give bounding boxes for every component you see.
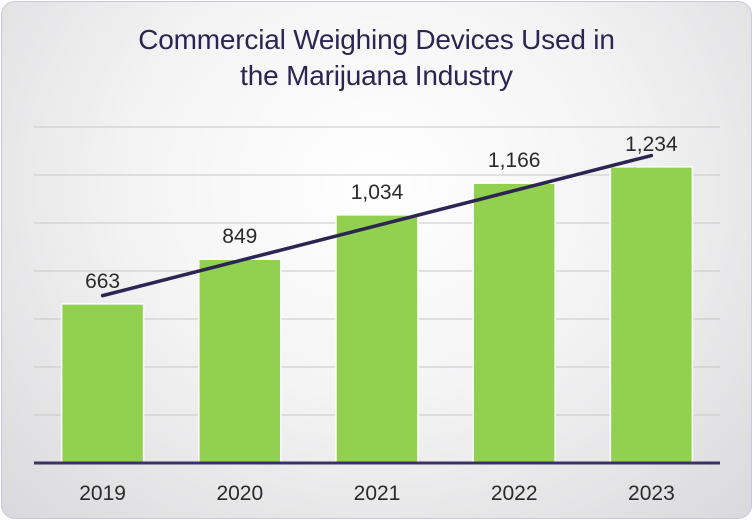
x-tick-label: 2022	[491, 482, 538, 505]
trendline	[100, 153, 654, 298]
chart-title-line-2: the Marijuana Industry	[240, 60, 513, 91]
bar	[609, 166, 694, 464]
x-tick-label: 2020	[216, 482, 263, 505]
bar	[198, 258, 282, 464]
data-label: 1,166	[488, 149, 541, 172]
x-tick-label: 2023	[628, 482, 675, 505]
bar	[60, 303, 145, 464]
data-label: 1,034	[351, 181, 404, 204]
bar	[335, 214, 419, 464]
data-label: 1,234	[625, 133, 678, 156]
x-tick-label: 2019	[79, 482, 126, 505]
data-label: 849	[222, 225, 257, 248]
bar	[472, 182, 556, 464]
data-label: 663	[85, 270, 120, 293]
chart-title: Commercial Weighing Devices Used in the …	[2, 22, 751, 94]
chart-title-line-1: Commercial Weighing Devices Used in	[138, 24, 615, 55]
x-tick-label: 2021	[354, 482, 401, 505]
